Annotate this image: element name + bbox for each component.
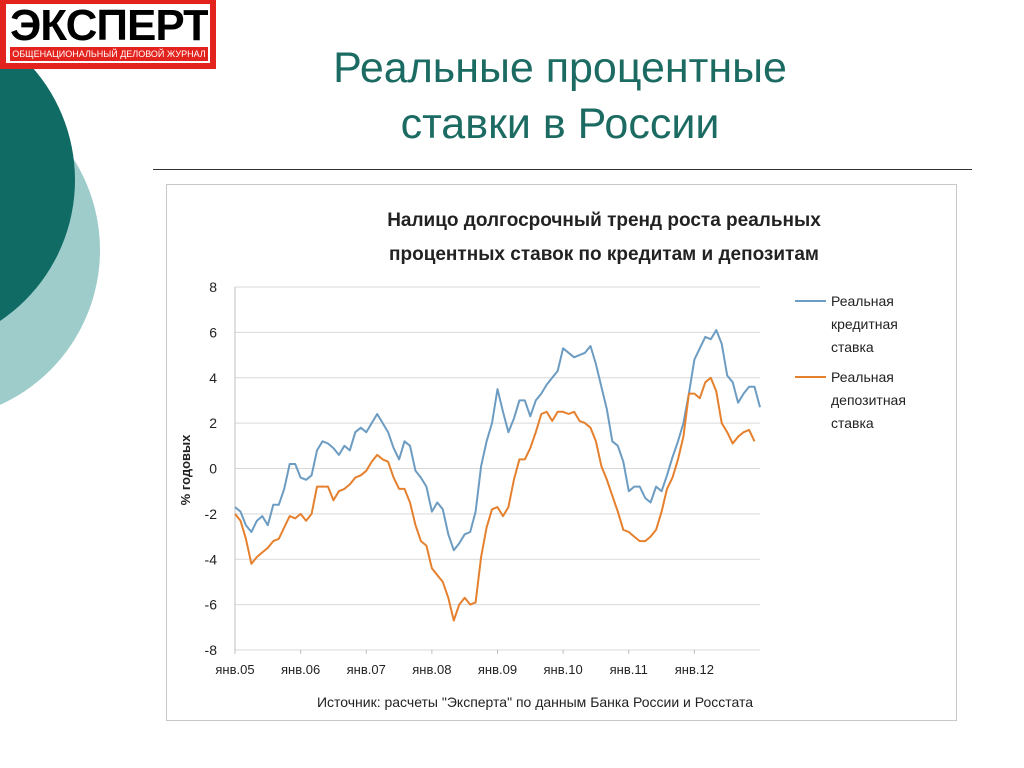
dark-circle-decor <box>0 39 75 321</box>
chart-title-line1: Налицо долгосрочный тренд роста реальных <box>387 210 821 231</box>
y-tick-label: 4 <box>209 370 217 386</box>
credit-rate-line <box>234 329 761 552</box>
y-tick-label: -4 <box>205 551 218 567</box>
y-tick-label: 6 <box>209 324 217 340</box>
chart-source: Источник: расчеты "Эксперта" по данным Б… <box>317 694 753 710</box>
x-tick-label: янв.08 <box>412 662 451 677</box>
slide-title-line2: ставки в России <box>400 100 720 148</box>
y-tick-label: -6 <box>205 597 218 613</box>
y-tick-label: 0 <box>209 461 217 477</box>
y-tick-label: 8 <box>209 279 217 295</box>
chart-title-line2: процентных ставок по кредитам и депозита… <box>389 244 819 265</box>
y-axis-label: % годовых <box>178 434 193 505</box>
x-tick-label: янв.12 <box>675 662 714 677</box>
y-tick-label: -2 <box>205 506 218 522</box>
x-tick-label: янв.06 <box>281 662 320 677</box>
logo-tagline: ОБЩЕНАЦИОНАЛЬНЫЙ ДЕЛОВОЙ ЖУРНАЛ <box>10 47 208 61</box>
chart-series <box>234 329 761 622</box>
y-axis-ticks: 8 6 4 2 0 -2 -4 -6 -8 <box>205 279 218 658</box>
title-divider <box>153 169 972 170</box>
y-tick-label: 2 <box>209 415 217 431</box>
decorative-circles <box>0 39 100 405</box>
x-tick-label: янв.11 <box>610 662 648 677</box>
legend-label: Реальная кредитная ставка <box>831 293 898 355</box>
x-axis-ticks: янв.05 янв.06 янв.07 янв.08 янв.09 янв.10 янв.… <box>215 650 714 677</box>
slide-title-line1: Реальные процентные <box>333 44 787 92</box>
deposit-rate-line <box>234 376 756 622</box>
legend-label: Реальная депозитная ставка <box>831 369 906 431</box>
slide-title: Реальные процентные ставки в России <box>230 40 890 152</box>
x-tick-label: янв.07 <box>347 662 386 677</box>
x-tick-label: янв.09 <box>478 662 517 677</box>
x-tick-label: янв.05 <box>215 662 254 677</box>
chart-frame <box>166 184 957 721</box>
y-tick-label: -8 <box>205 642 218 658</box>
expert-logo: ЭКСПЕРТ ОБЩЕНАЦИОНАЛЬНЫЙ ДЕЛОВОЙ ЖУРНАЛ <box>0 0 216 69</box>
x-tick-label: янв.10 <box>544 662 583 677</box>
chart-legend: Реальная кредитная ставка Реальная депозитна… <box>795 293 906 431</box>
logo-wordmark: ЭКСПЕРТ <box>10 4 208 46</box>
